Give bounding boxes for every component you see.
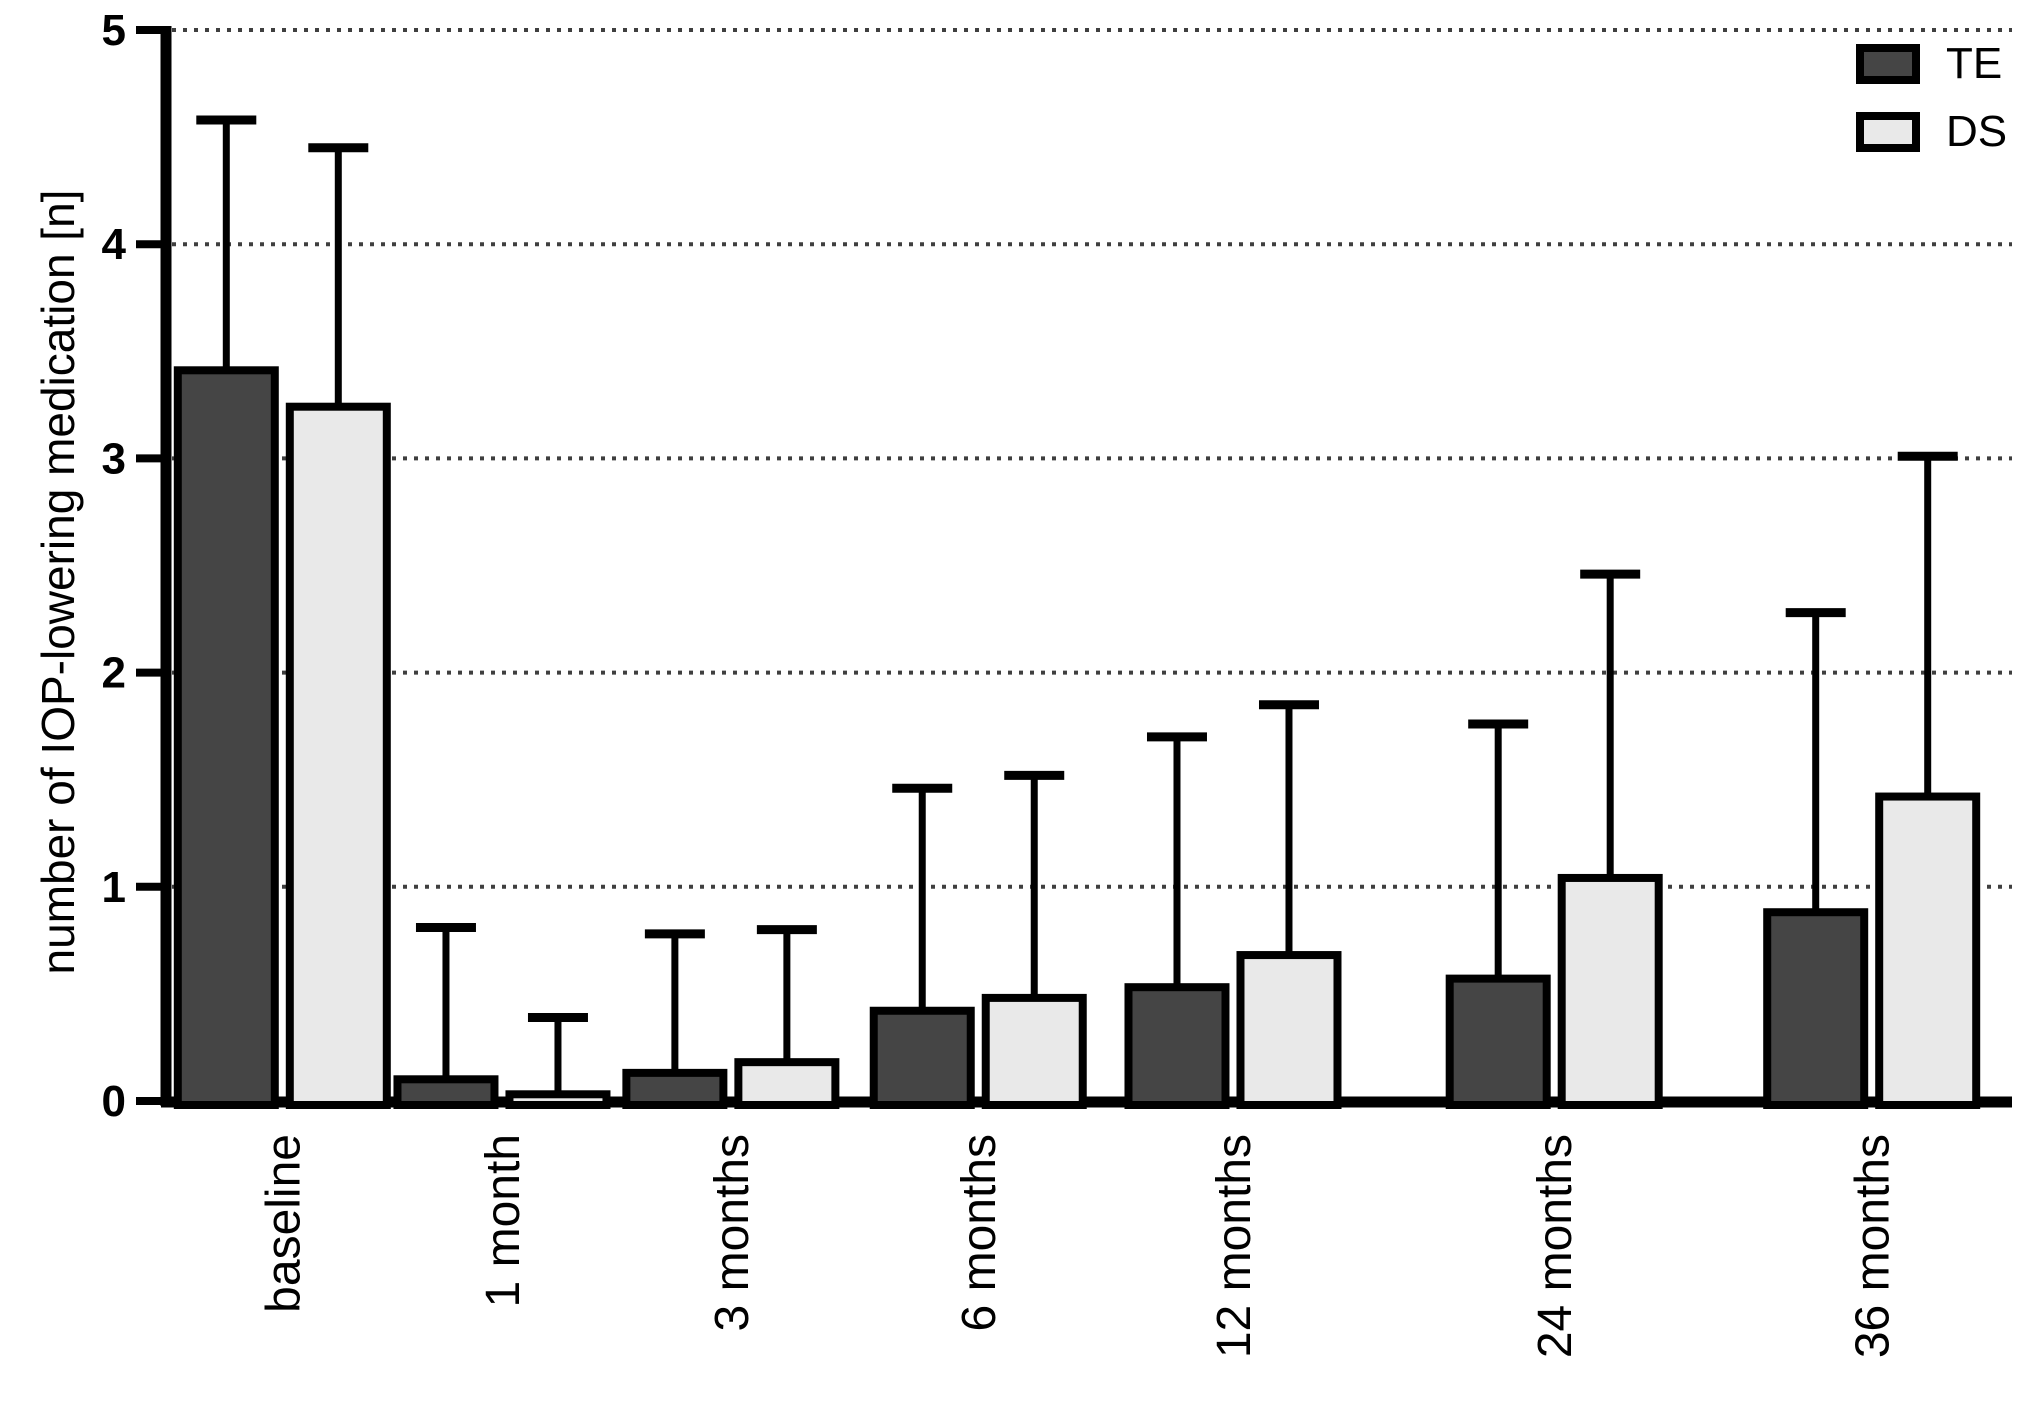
x-label-3-months: 3 months [706,1134,759,1331]
ds-swatch [1856,112,1920,152]
bar-ds-baseline [285,402,391,1109]
bar-ds-12-months [1236,951,1342,1109]
y-tick-label-2: 2 [102,649,126,698]
y-tick-label-4: 4 [102,220,127,269]
bar-ds-1-month [505,1090,611,1110]
x-label-baseline: baseline [257,1134,310,1313]
legend: TE DS [1856,39,2008,156]
x-label-1-month: 1 month [477,1134,530,1307]
bar-te-24-months [1445,974,1551,1110]
bar-ds-36-months [1875,792,1981,1109]
bar-ds-6-months [981,993,1087,1110]
bar-te-12-months [1124,983,1230,1109]
bar-ds-3-months [734,1058,840,1110]
x-label-24-months: 24 months [1529,1134,1582,1358]
ds-legend-label: DS [1946,107,2008,156]
legend-item-ds: DS [1856,107,2008,156]
legend-item-te: TE [1856,39,2007,88]
x-label-6-months: 6 months [953,1134,1006,1331]
te-legend-label: TE [1946,39,2003,88]
bar-te-6-months [869,1006,975,1110]
bar-ds-24-months [1557,873,1663,1109]
bar-te-3-months [622,1068,728,1109]
bar-te-36-months [1763,908,1869,1109]
y-tick-label-1: 1 [102,863,126,912]
x-label-36-months: 36 months [1847,1134,1900,1358]
y-axis-title: number of IOP-lowering medication [n] [32,189,84,975]
bar-te-baseline [173,366,279,1109]
y-tick-label-0: 0 [102,1077,126,1126]
y-tick-label-3: 3 [102,434,126,483]
te-swatch [1856,44,1920,84]
x-label-12-months: 12 months [1208,1134,1261,1358]
bar-te-1-month [393,1075,499,1110]
y-tick-label-5: 5 [102,6,126,55]
